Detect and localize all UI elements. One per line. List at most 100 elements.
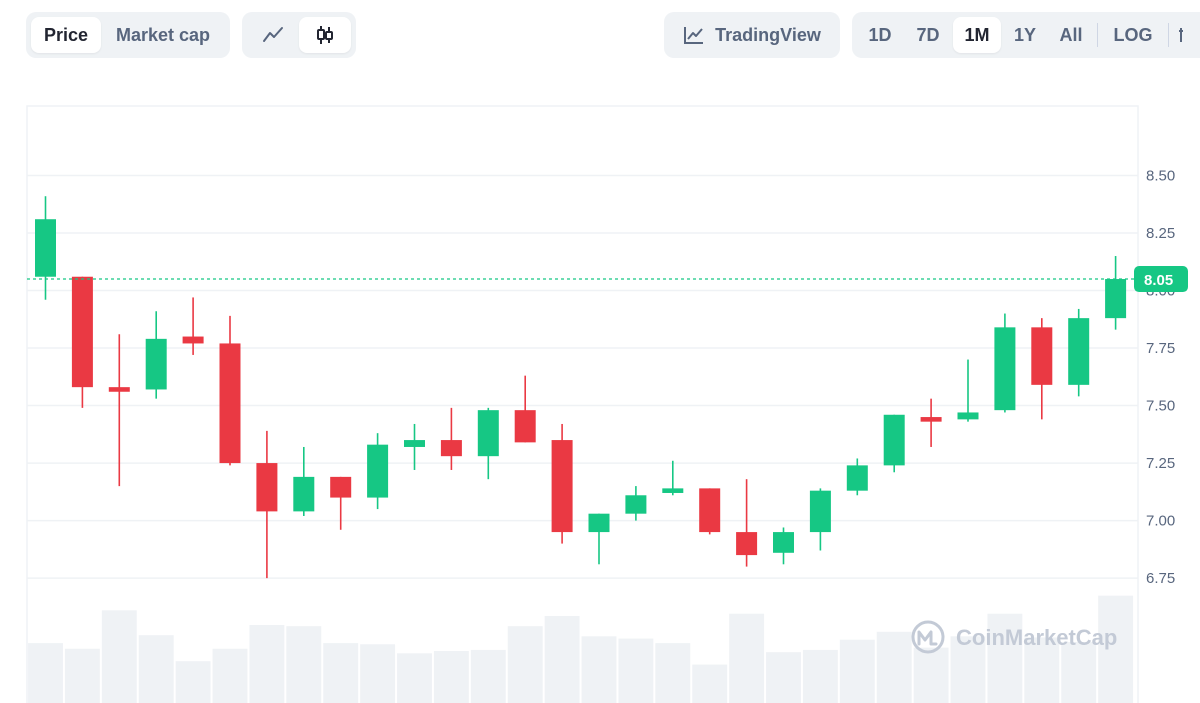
volume-bar <box>544 615 580 703</box>
volume-bar <box>581 636 617 703</box>
volume-bar <box>655 643 691 703</box>
range-1d[interactable]: 1D <box>868 24 892 45</box>
candle-body <box>773 532 794 553</box>
candle[interactable] <box>145 311 167 399</box>
range-1m[interactable]: 1M <box>953 17 1001 53</box>
candle[interactable] <box>625 486 647 521</box>
range-7d[interactable]: 7D <box>916 24 940 45</box>
volume-bar <box>729 613 765 703</box>
candle[interactable] <box>477 407 499 480</box>
volume-bar <box>692 664 728 703</box>
tradingview-label: TradingView <box>715 24 821 45</box>
line-chart-button[interactable] <box>247 17 299 53</box>
candle[interactable] <box>994 313 1016 413</box>
candle[interactable] <box>71 276 93 408</box>
candle[interactable] <box>588 513 610 565</box>
y-tick-label: 7.75 <box>1146 340 1175 357</box>
candle[interactable] <box>883 414 905 473</box>
y-tick-label: 7.00 <box>1146 513 1175 530</box>
candle[interactable] <box>1031 318 1053 420</box>
candle-body <box>809 490 831 533</box>
market-cap-tab[interactable]: Market cap <box>115 24 211 45</box>
candle-body <box>551 440 573 533</box>
volume-bar <box>360 644 396 703</box>
watermark: CoinMarketCap <box>911 620 1117 654</box>
line-chart-icon <box>263 27 283 42</box>
coinmarketcap-logo-mark <box>917 630 938 646</box>
candle[interactable] <box>551 423 573 544</box>
candle-body <box>404 440 425 447</box>
candle[interactable] <box>367 433 389 510</box>
more-button[interactable] <box>1173 17 1197 53</box>
volume-bar <box>249 625 285 703</box>
candle[interactable] <box>736 479 758 567</box>
candle-body <box>514 410 536 443</box>
volume-bar <box>913 647 949 703</box>
current-price-label: 8.05 <box>1144 272 1173 289</box>
candle-body <box>367 444 389 498</box>
candle[interactable] <box>330 476 352 530</box>
candle-body <box>588 513 610 533</box>
volume-bar <box>766 652 801 703</box>
y-tick-label: 7.25 <box>1146 455 1175 472</box>
volume-bar <box>175 661 211 703</box>
candle[interactable] <box>662 460 684 496</box>
candle[interactable] <box>920 398 942 447</box>
candle-body <box>145 338 167 390</box>
candle-body <box>182 336 204 344</box>
candle[interactable] <box>293 446 315 516</box>
y-axis-ticks: 8.508.258.007.757.507.257.006.75 <box>1146 168 1175 588</box>
range-toggle: 1D 7D 1M 1Y All LOG <box>852 12 1200 58</box>
candle[interactable] <box>256 430 278 579</box>
y-tick-label: 7.50 <box>1146 398 1175 415</box>
candle[interactable] <box>404 423 425 470</box>
candle[interactable] <box>957 359 979 422</box>
candle-body <box>330 476 352 498</box>
volume-bar <box>507 626 543 703</box>
tradingview-button[interactable]: TradingView <box>669 17 835 53</box>
candle-body <box>662 488 684 493</box>
current-price-badge <box>1134 266 1188 293</box>
candle[interactable] <box>699 488 721 535</box>
current-price-marker: 8.05 <box>27 266 1188 293</box>
y-tick-label: 8.25 <box>1146 225 1175 242</box>
candle[interactable] <box>219 315 241 466</box>
range-all[interactable]: All <box>1059 24 1083 45</box>
candle-body <box>293 476 315 512</box>
volume-bar <box>987 613 1023 703</box>
candle[interactable] <box>809 488 831 551</box>
watermark-text: CoinMarketCap <box>956 625 1117 650</box>
candle[interactable] <box>514 375 536 443</box>
range-1y[interactable]: 1Y <box>1013 24 1037 45</box>
log-button[interactable]: LOG <box>1113 24 1153 45</box>
candle-body <box>256 463 278 512</box>
candlestick-button[interactable] <box>299 17 351 53</box>
candle-body <box>35 219 56 277</box>
candle-body <box>219 343 241 464</box>
volume-bar <box>618 638 654 703</box>
volume-bar <box>138 635 174 703</box>
candle-body <box>883 414 905 466</box>
volume-bar <box>1098 595 1134 703</box>
candle[interactable] <box>773 527 794 565</box>
volume-bar <box>101 610 137 703</box>
candle[interactable] <box>182 297 204 355</box>
volume-bar <box>323 643 359 703</box>
grid-lines <box>27 174 1138 579</box>
chart-type-toggle <box>242 12 356 58</box>
volume-bar <box>1024 637 1060 703</box>
price-tab[interactable]: Price <box>31 17 101 53</box>
candle[interactable] <box>35 196 56 300</box>
candle-body <box>736 532 758 556</box>
plot-border <box>26 105 1139 703</box>
volume-bar <box>433 651 469 703</box>
candle[interactable] <box>108 334 130 487</box>
candle[interactable] <box>1068 308 1090 397</box>
range-divider-2 <box>1168 23 1169 47</box>
candle[interactable] <box>846 458 868 496</box>
candle-body <box>440 440 462 457</box>
candle[interactable] <box>1105 256 1127 330</box>
candle[interactable] <box>440 407 462 470</box>
candle-body <box>1068 318 1090 385</box>
